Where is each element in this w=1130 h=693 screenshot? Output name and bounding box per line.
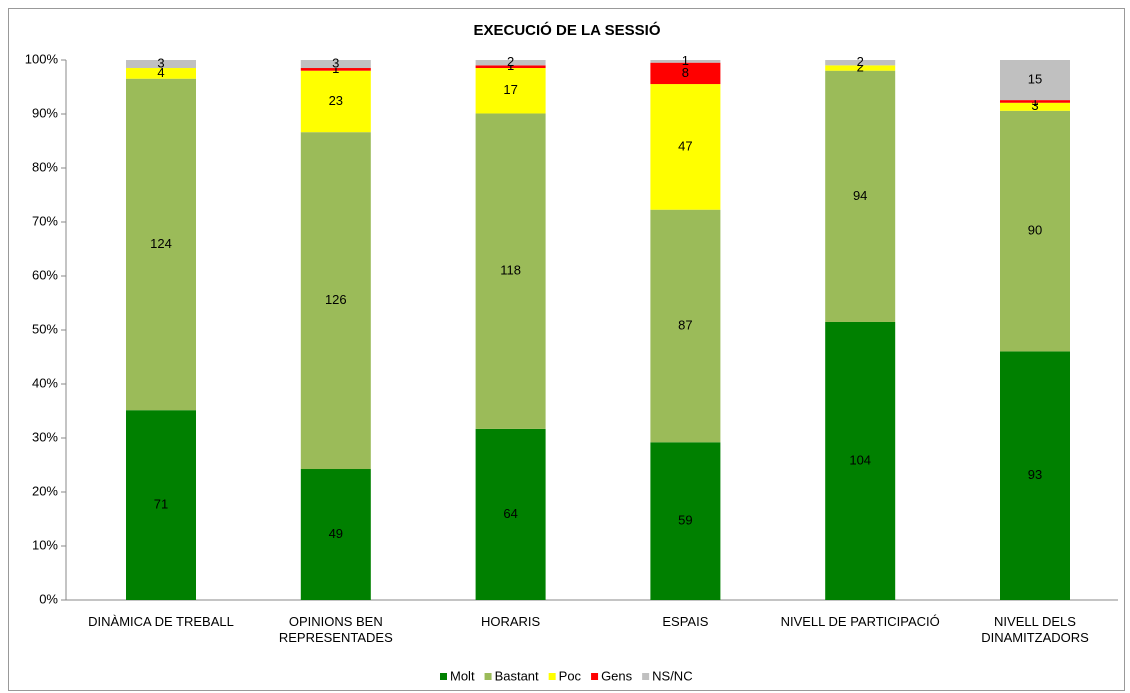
y-tick-label: 10% bbox=[32, 537, 58, 552]
y-tick-label: 90% bbox=[32, 105, 58, 120]
bar-segment bbox=[825, 60, 896, 66]
data-label: 1 bbox=[682, 53, 689, 68]
y-tick-label: 100% bbox=[25, 51, 59, 66]
y-tick-label: 0% bbox=[39, 591, 58, 606]
data-label: 4 bbox=[157, 65, 164, 80]
data-label: 15 bbox=[1028, 71, 1042, 86]
x-tick-label: NIVELL DELS DINAMITZADORS bbox=[981, 614, 1089, 645]
data-label: 2 bbox=[857, 54, 864, 69]
bar-segment bbox=[126, 410, 196, 600]
bar-segment bbox=[475, 113, 546, 429]
bar-segment bbox=[650, 60, 721, 63]
data-label: 124 bbox=[150, 236, 172, 251]
data-label: 104 bbox=[849, 452, 871, 467]
data-label: 3 bbox=[157, 55, 164, 70]
bar-segment bbox=[650, 442, 721, 600]
legend-label: Molt bbox=[450, 668, 475, 683]
legend-swatch bbox=[591, 673, 599, 680]
bar-segment bbox=[300, 68, 371, 71]
data-label: 90 bbox=[1028, 223, 1042, 238]
data-label: 2 bbox=[857, 59, 864, 74]
y-tick-label: 30% bbox=[32, 429, 58, 444]
data-label: 2 bbox=[507, 54, 514, 69]
bar-segment bbox=[475, 65, 546, 69]
bar-segment bbox=[126, 78, 196, 411]
data-label: 64 bbox=[503, 506, 517, 521]
data-label: 47 bbox=[678, 138, 692, 153]
x-tick-label: DINÀMICA DE TREBALL bbox=[88, 614, 234, 629]
x-tick-label: OPINIONS BEN REPRESENTADES bbox=[278, 614, 393, 645]
y-tick-label: 60% bbox=[32, 267, 58, 282]
data-label: 3 bbox=[1031, 98, 1038, 113]
bar-segment bbox=[475, 68, 546, 114]
data-label: 71 bbox=[154, 497, 168, 512]
legend-label: Poc bbox=[559, 668, 582, 683]
data-label: 3 bbox=[332, 55, 339, 70]
legend-swatch bbox=[548, 673, 556, 680]
data-label: 126 bbox=[325, 292, 347, 307]
x-tick-label: HORARIS bbox=[480, 614, 541, 629]
x-tick-label: ESPAIS bbox=[662, 614, 709, 629]
bar-segment bbox=[650, 209, 721, 443]
bar-segment bbox=[300, 469, 371, 600]
data-label: 23 bbox=[329, 93, 343, 108]
bar-segment bbox=[300, 60, 371, 69]
bar-segment bbox=[126, 68, 196, 79]
bar-segment bbox=[1000, 102, 1070, 111]
legend-label: Bastant bbox=[495, 668, 539, 683]
legend-swatch bbox=[642, 673, 650, 680]
y-tick-label: 50% bbox=[32, 321, 58, 336]
legend-label: NS/NC bbox=[652, 668, 692, 683]
data-label: 87 bbox=[678, 317, 692, 332]
bar-segment bbox=[825, 321, 896, 600]
bar-segment bbox=[1000, 351, 1070, 600]
legend-swatch bbox=[440, 673, 447, 680]
bar-segment bbox=[650, 84, 721, 210]
data-label: 1 bbox=[332, 61, 339, 76]
data-label: 17 bbox=[503, 82, 517, 97]
y-tick-label: 40% bbox=[32, 375, 58, 390]
data-label: 118 bbox=[500, 263, 521, 278]
bar-segment bbox=[825, 65, 896, 71]
bar-segment bbox=[126, 60, 196, 69]
bar-segment bbox=[825, 70, 896, 322]
data-label: 1 bbox=[507, 58, 514, 73]
bar-segment bbox=[300, 132, 371, 470]
chart-title: EXECUCIÓ DE LA SESSIÓ bbox=[474, 21, 661, 39]
bar-segment bbox=[1000, 60, 1070, 101]
data-label: 8 bbox=[682, 65, 689, 80]
bar-segment bbox=[650, 62, 721, 85]
bar-segment bbox=[475, 428, 546, 600]
data-label: 93 bbox=[1028, 467, 1042, 482]
bar-segment bbox=[1000, 110, 1070, 352]
bar-segment bbox=[1000, 100, 1070, 103]
data-label: 1 bbox=[1031, 93, 1038, 108]
data-label: 94 bbox=[853, 188, 867, 203]
legend-label: Gens bbox=[601, 668, 633, 683]
legend-swatch bbox=[484, 673, 492, 680]
y-tick-label: 70% bbox=[32, 213, 58, 228]
data-label: 49 bbox=[329, 526, 343, 541]
y-tick-label: 20% bbox=[32, 483, 58, 498]
x-tick-label: NIVELL DE PARTICIPACIÓ bbox=[780, 614, 940, 629]
data-label: 59 bbox=[678, 513, 692, 528]
bar-segment bbox=[475, 60, 546, 66]
bar-segment bbox=[300, 70, 371, 133]
y-tick-label: 80% bbox=[32, 159, 58, 174]
